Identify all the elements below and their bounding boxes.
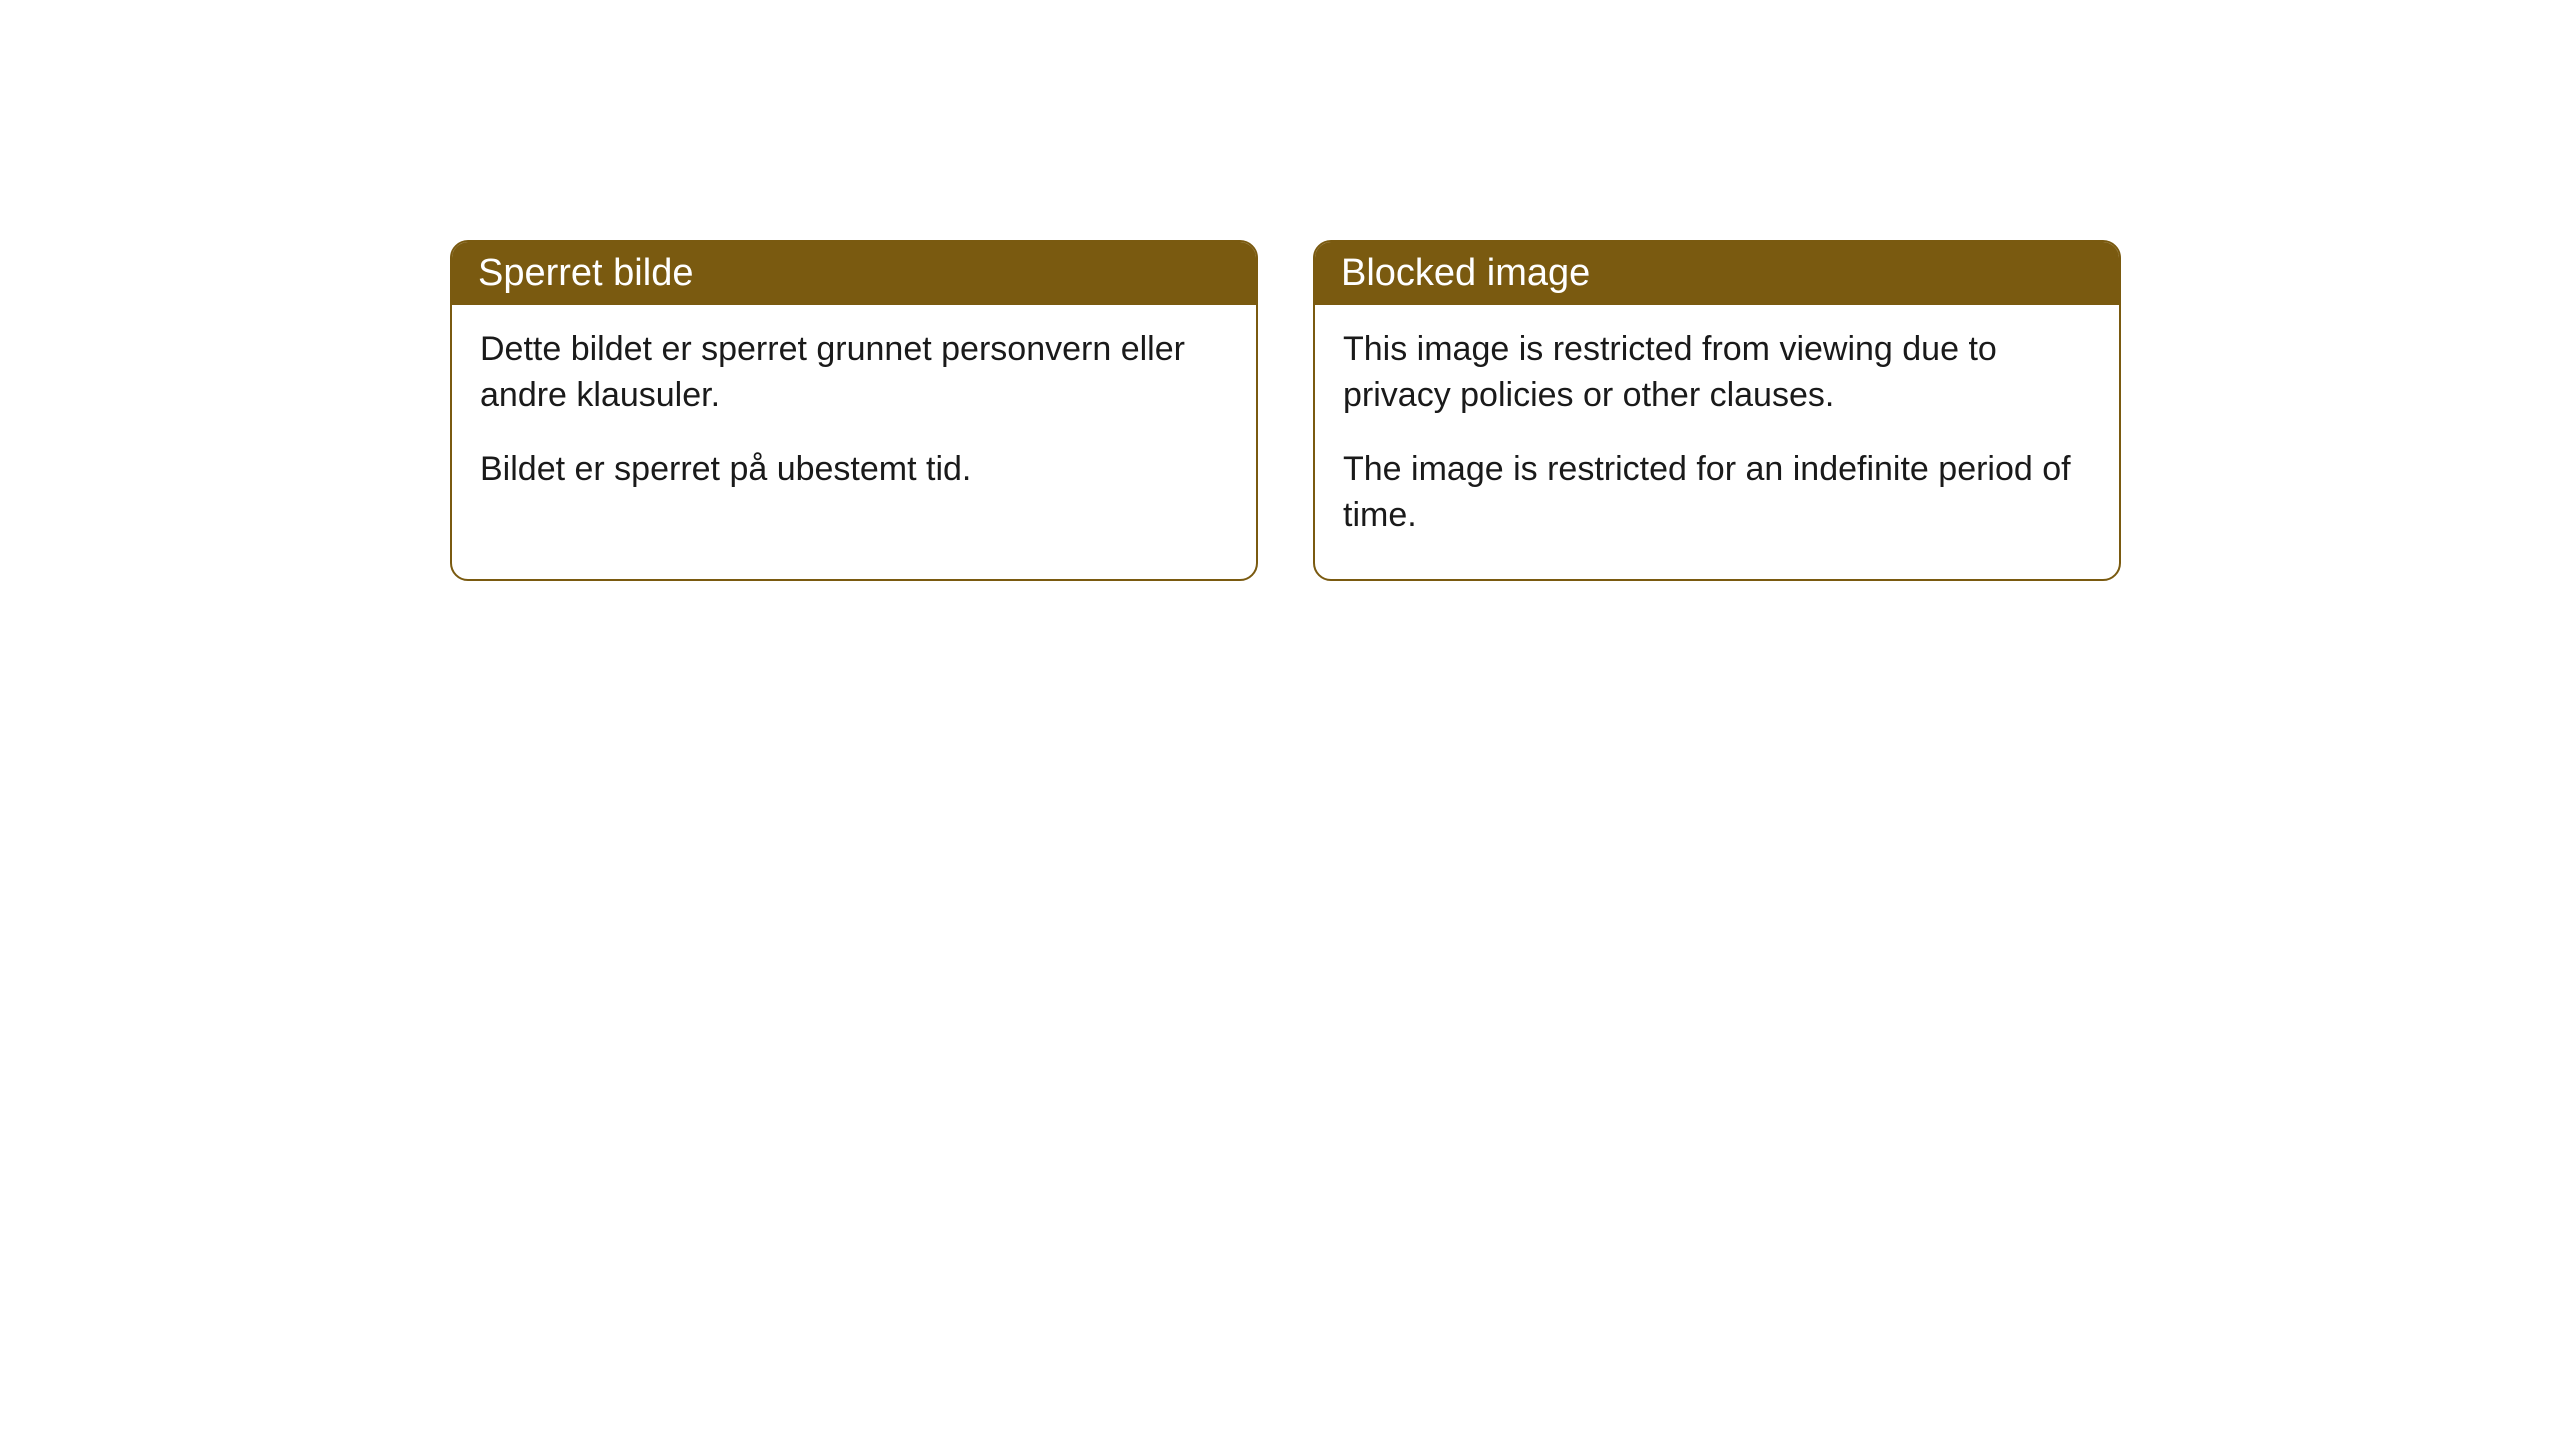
card-paragraph: Dette bildet er sperret grunnet personve…: [480, 327, 1228, 419]
card-body: This image is restricted from viewing du…: [1315, 305, 2119, 579]
card-paragraph: Bildet er sperret på ubestemt tid.: [480, 447, 1228, 493]
notice-cards-container: Sperret bilde Dette bildet er sperret gr…: [450, 240, 2121, 581]
card-header: Blocked image: [1315, 242, 2119, 305]
card-title: Sperret bilde: [478, 252, 693, 294]
card-body: Dette bildet er sperret grunnet personve…: [452, 305, 1256, 533]
card-paragraph: This image is restricted from viewing du…: [1343, 327, 2091, 419]
card-header: Sperret bilde: [452, 242, 1256, 305]
notice-card-english: Blocked image This image is restricted f…: [1313, 240, 2121, 581]
notice-card-norwegian: Sperret bilde Dette bildet er sperret gr…: [450, 240, 1258, 581]
card-paragraph: The image is restricted for an indefinit…: [1343, 447, 2091, 539]
card-title: Blocked image: [1341, 252, 1590, 294]
